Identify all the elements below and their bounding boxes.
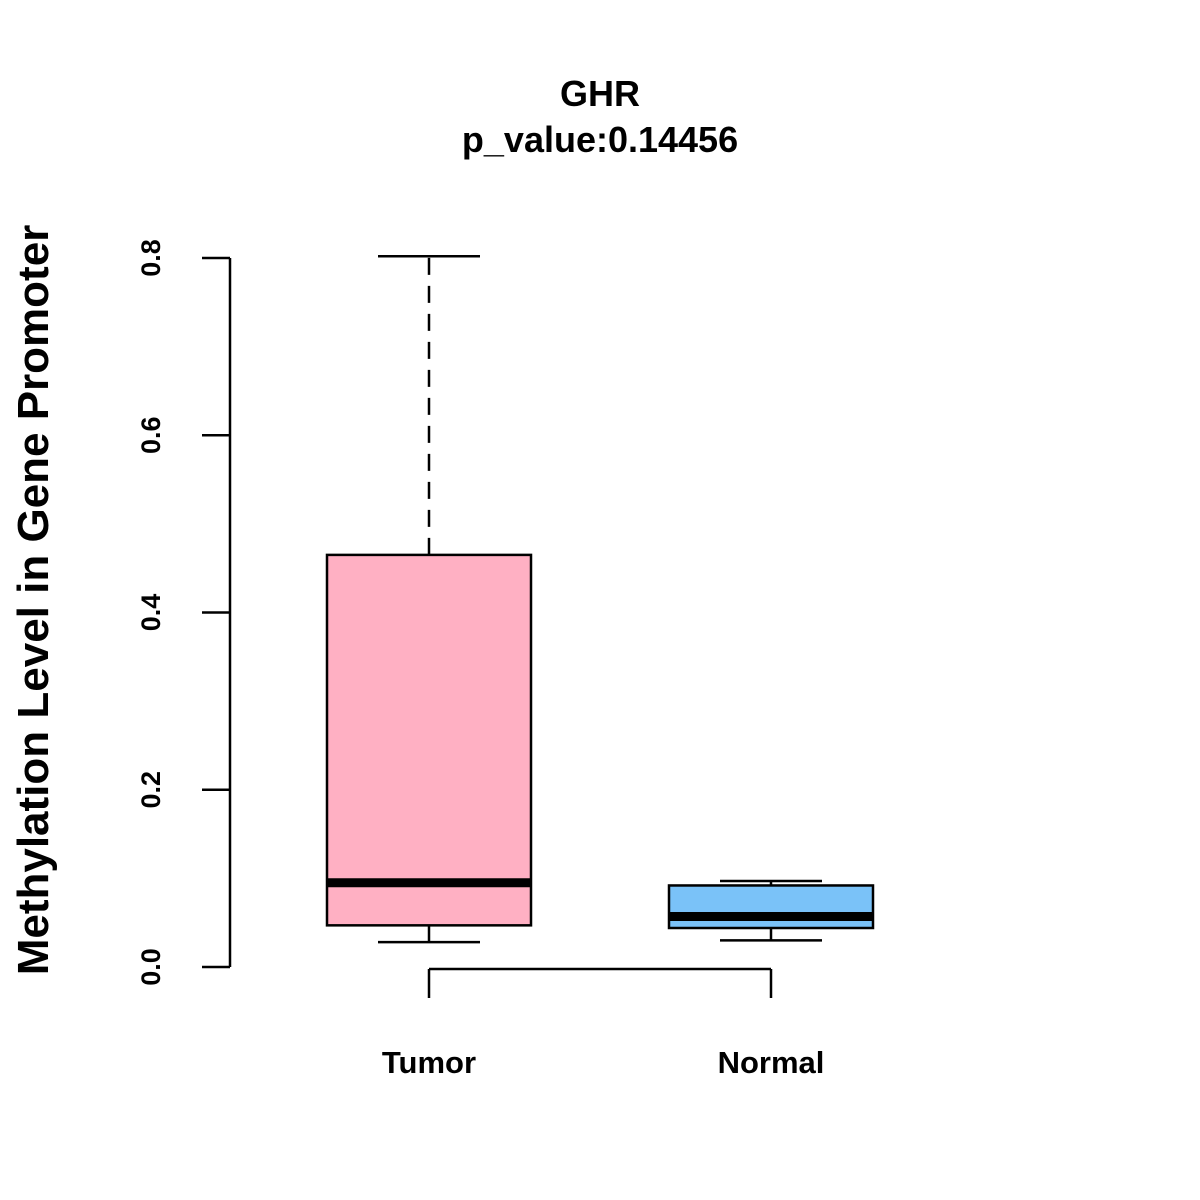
box-body: [325, 553, 533, 927]
box-normal: [667, 879, 875, 942]
comparison-bracket: [427, 967, 773, 998]
box-body: [667, 884, 875, 930]
x-axis-category-labels: Tumor Normal: [382, 1045, 824, 1080]
y-tick-label: 0.2: [136, 771, 166, 809]
box-tumor: [325, 254, 533, 944]
x-category-label: Normal: [718, 1045, 825, 1080]
y-tick-label: 0.4: [136, 594, 166, 632]
y-tick-label: 0.0: [136, 948, 166, 986]
box-plot-area: [325, 254, 875, 944]
y-tick-label: 0.8: [136, 239, 166, 277]
chart-subtitle: p_value:0.14456: [462, 119, 738, 160]
y-axis: 0.0 0.2 0.4 0.6 0.8: [136, 239, 232, 986]
y-tick-label: 0.6: [136, 416, 166, 454]
x-category-label: Tumor: [382, 1045, 476, 1080]
y-axis-label: Methylation Level in Gene Promoter: [9, 225, 58, 976]
chart-title: GHR: [560, 73, 640, 114]
